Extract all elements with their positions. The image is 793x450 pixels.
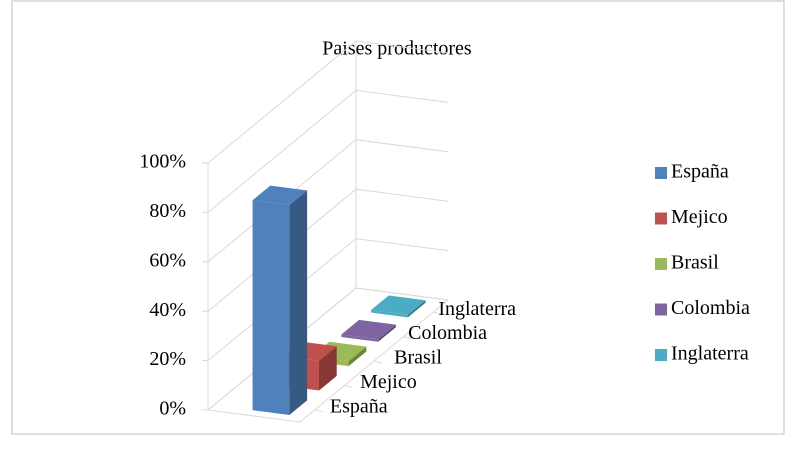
legend-swatch (655, 349, 667, 361)
bar (341, 319, 396, 342)
legend-swatch (655, 258, 667, 270)
bar-side (348, 346, 367, 367)
y-tick-label: 0% (159, 398, 186, 420)
legend-swatch (655, 303, 667, 316)
bar-top (341, 319, 396, 340)
legend-label: Inglaterra (671, 343, 749, 365)
legend-label: Mejico (671, 206, 728, 228)
depth-tick (373, 360, 383, 364)
chart-frame (11, 0, 785, 435)
bar-front (370, 310, 408, 318)
bar-front (341, 334, 379, 342)
depth-tick (314, 409, 323, 413)
bar (370, 295, 426, 318)
bar-front (252, 200, 290, 415)
legend-label: Colombia (671, 297, 750, 319)
y-tick-label: 100% (139, 151, 186, 173)
depth-label: Colombia (408, 322, 487, 344)
legend-swatch (655, 212, 667, 225)
bar-top (370, 295, 426, 315)
bar-side (318, 346, 337, 391)
depth-label: Inglaterra (438, 298, 516, 320)
legend-swatch (655, 167, 667, 179)
y-tick-label: 40% (149, 299, 186, 321)
depth-tick (344, 384, 353, 388)
depth-tick (433, 311, 442, 315)
depth-tick (403, 336, 412, 340)
depth-label: España (330, 395, 388, 417)
legend-label: Brasil (671, 252, 719, 274)
legend-label: España (671, 161, 729, 183)
y-tick-label: 80% (149, 200, 186, 222)
depth-label: Brasil (394, 347, 442, 369)
bar (252, 185, 308, 415)
bar-top (252, 185, 308, 206)
bar-side (378, 324, 396, 342)
chart-title: Paises productores (322, 38, 472, 60)
bar-side (407, 300, 426, 318)
bar-side (289, 190, 308, 415)
y-tick-label: 20% (149, 348, 186, 370)
depth-label: Mejico (360, 371, 417, 393)
y-tick-label: 60% (149, 249, 186, 271)
